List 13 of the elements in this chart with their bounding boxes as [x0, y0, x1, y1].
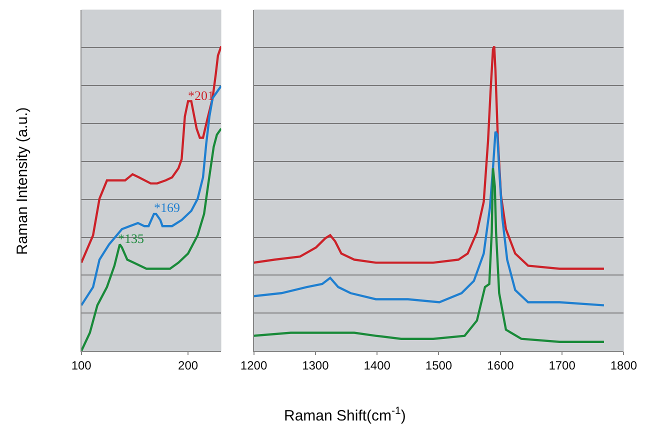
annotation: *169 [154, 200, 180, 215]
x-tick-label: 1300 [302, 358, 330, 372]
x-tick-label: 1500 [425, 358, 452, 372]
x-tick-label: 1700 [548, 358, 576, 372]
x-tick-label: 1600 [487, 358, 514, 372]
x-tick-label: 1200 [240, 358, 268, 372]
x-tick-label: 1400 [364, 358, 391, 372]
annotation: *135 [118, 231, 144, 246]
x-tick-label: 1800 [610, 358, 638, 372]
x-tick-label: 100 [71, 358, 92, 372]
x-axis-title: Raman Shift(cm$^{-1}$) [284, 405, 406, 424]
x-tick-label: 200 [178, 358, 198, 372]
y-axis-title: Raman Intensity (a.u.) [14, 107, 31, 255]
